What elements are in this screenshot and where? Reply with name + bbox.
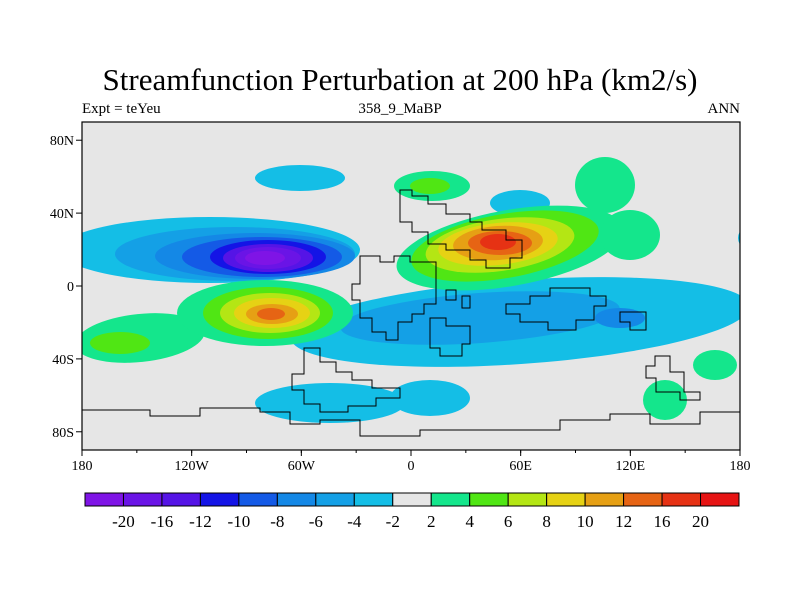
season-label: ANN	[707, 101, 741, 117]
contour-region	[693, 350, 737, 380]
colorbar-swatch	[430, 492, 471, 507]
contour-region	[245, 251, 285, 265]
x-axis: 180 120W 60W 0 60E 120E 180	[72, 450, 751, 474]
colorbar-label: 20	[692, 512, 709, 531]
colorbar-swatch	[199, 492, 240, 507]
colorbar-label: -2	[386, 512, 400, 531]
colorbar-swatch	[315, 492, 355, 507]
colorbar-label: -6	[309, 512, 323, 531]
colorbar-swatch	[623, 492, 663, 507]
coastline	[351, 255, 437, 341]
coastlines	[82, 189, 740, 437]
colorbar-swatch	[238, 492, 278, 507]
y-tick-label: 80S	[52, 426, 74, 441]
colorbar-swatch	[469, 492, 509, 507]
colorbar-label: -10	[228, 512, 251, 531]
coastline	[619, 311, 647, 331]
contour-region	[340, 291, 620, 345]
coastline	[429, 317, 471, 357]
experiment-label: Expt = teYeu	[82, 101, 161, 117]
contour-region	[90, 332, 150, 354]
colorbar-swatch	[661, 492, 702, 507]
coastline	[82, 407, 740, 437]
colorbar-label: 8	[542, 512, 551, 531]
contour-region	[390, 380, 470, 416]
chart-title: Streamfunction Perturbation at 200 hPa (…	[102, 62, 698, 97]
case-label: 358_9_MaBP	[358, 101, 442, 117]
x-tick-label: 120W	[175, 459, 210, 474]
x-tick-label: 60W	[288, 459, 316, 474]
x-tick-label: 180	[730, 459, 751, 474]
coastline	[461, 295, 471, 309]
coastline	[645, 355, 701, 401]
y-tick-label: 80N	[50, 134, 74, 149]
colorbar-swatch	[700, 492, 740, 507]
coastline	[505, 287, 607, 331]
colorbar-label: -20	[112, 512, 135, 531]
coastline	[399, 189, 523, 269]
x-tick-label: 120E	[616, 459, 646, 474]
coastline	[445, 289, 457, 301]
colorbar-label: -12	[189, 512, 212, 531]
colorbar-swatch	[276, 492, 317, 507]
y-tick-label: 40N	[50, 207, 74, 222]
colorbar-label: 2	[427, 512, 436, 531]
x-tick-label: 60E	[509, 459, 532, 474]
y-tick-label: 40S	[52, 353, 74, 368]
colorbar-label: 10	[577, 512, 594, 531]
colorbar-label: -8	[270, 512, 284, 531]
colorbar-swatch	[84, 492, 124, 507]
colorbar-label: 16	[654, 512, 671, 531]
colorbar-swatch	[161, 492, 201, 507]
x-tick-label: 180	[72, 459, 93, 474]
colorbar-swatch	[122, 492, 163, 507]
colorbar-swatch	[353, 492, 394, 507]
colorbar: -20 -16 -12 -10 -8 -6 -4 -2 2 4 6 8 10 12 16 20	[84, 492, 740, 531]
contour-region	[410, 178, 450, 194]
colorbar-label: -16	[151, 512, 174, 531]
colorbar-label: -4	[347, 512, 362, 531]
colorbar-label: 12	[615, 512, 632, 531]
colorbar-label: 4	[465, 512, 474, 531]
colorbar-swatch	[392, 492, 432, 507]
y-tick-label: 0	[67, 280, 74, 295]
contour-region	[643, 380, 687, 420]
y-axis: 80N 40N 0 40S 80S	[50, 134, 82, 441]
contour-region	[255, 383, 405, 423]
coastline	[291, 347, 401, 413]
colorbar-swatch	[507, 492, 548, 507]
colorbar-swatch	[584, 492, 625, 507]
contour-region	[600, 210, 660, 260]
contour-region	[257, 308, 285, 320]
contour-region	[575, 157, 635, 213]
colorbar-label: 6	[504, 512, 513, 531]
contour-region	[738, 231, 740, 245]
contour-region	[255, 165, 345, 191]
x-tick-label: 0	[408, 459, 415, 474]
contour-region	[480, 234, 516, 250]
colorbar-swatch	[546, 492, 586, 507]
